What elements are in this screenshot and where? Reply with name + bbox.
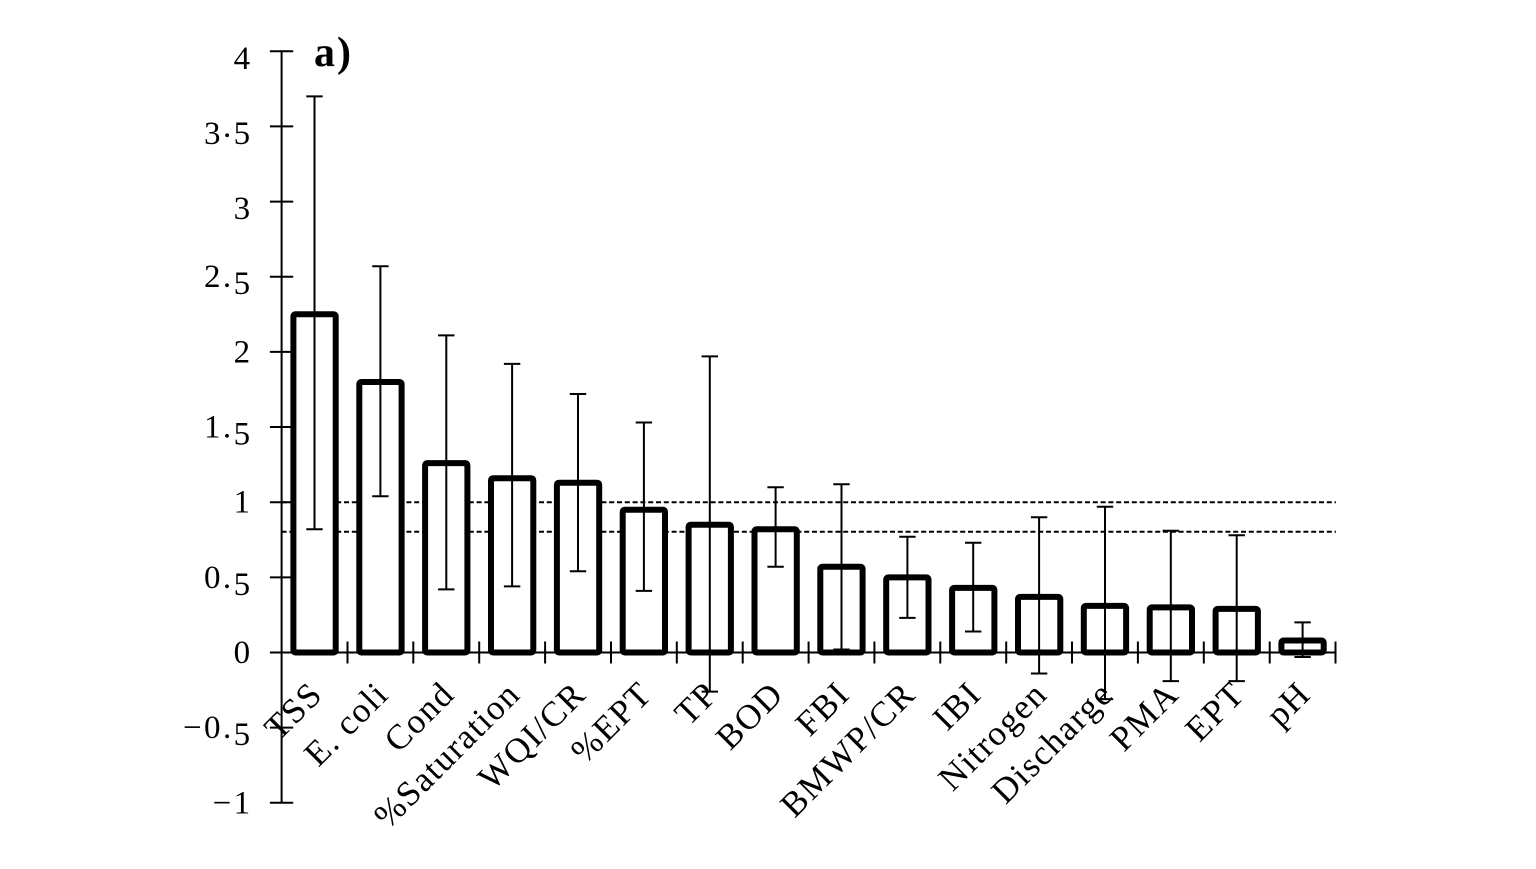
svg-text:0.5: 0.5 — [204, 560, 252, 603]
svg-text:4: 4 — [234, 41, 253, 77]
svg-text:1: 1 — [234, 485, 253, 521]
svg-text:3: 3 — [234, 191, 253, 227]
svg-text:0: 0 — [234, 635, 253, 671]
svg-text:−1: −1 — [213, 785, 253, 821]
svg-text:2.5: 2.5 — [204, 259, 252, 302]
svg-text:−0.5: −0.5 — [183, 710, 252, 753]
svg-text:a): a) — [314, 30, 353, 76]
svg-text:1.5: 1.5 — [204, 410, 252, 453]
svg-text:2: 2 — [234, 334, 253, 370]
svg-text:3.5: 3.5 — [204, 109, 252, 152]
